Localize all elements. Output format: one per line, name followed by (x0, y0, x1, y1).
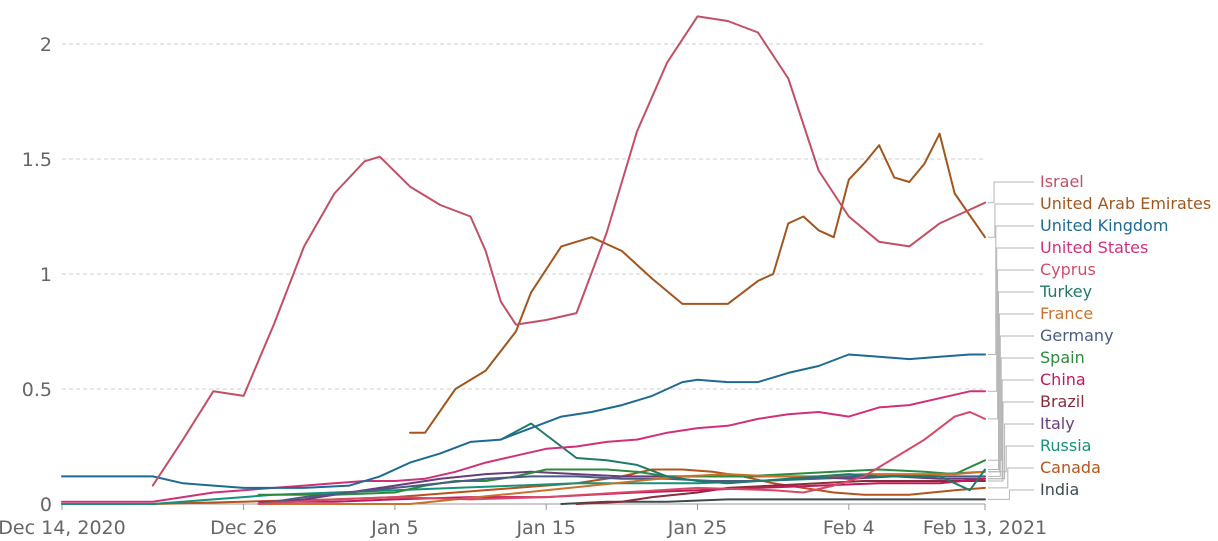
series-line-italy (257, 470, 986, 505)
legend-connector (988, 357, 1034, 461)
series-line-cyprus (257, 411, 986, 505)
legend-label-israel: Israel (1040, 172, 1084, 191)
y-tick-label: 0.5 (22, 379, 52, 401)
y-tick-label: 1.5 (22, 149, 52, 171)
legend-connector (988, 181, 1034, 204)
x-axis: Dec 14, 2020 Dec 26 Jan 5 Jan 15 Jan 25 Feb 4… (0, 503, 1047, 539)
legend-connector (988, 335, 1034, 477)
legend: Israel United Arab Emirates United Kingdom… (988, 172, 1211, 500)
legend-connector (988, 203, 1034, 238)
legend-connector (988, 401, 1034, 482)
series-lines (61, 15, 986, 505)
legend-connector (988, 291, 1034, 470)
legend-label-turkey: Turkey (1039, 282, 1092, 301)
legend-label-germany: Germany (1040, 326, 1114, 345)
legend-label-united-kingdom: United Kingdom (1040, 216, 1168, 235)
legend-connector (988, 225, 1034, 355)
legend-label-china: China (1040, 370, 1086, 389)
y-tick-label: 0 (40, 494, 52, 516)
legend-label-spain: Spain (1040, 348, 1085, 367)
legend-label-brazil: Brazil (1040, 392, 1085, 411)
series-line-turkey (499, 422, 986, 492)
y-tick-label: 2 (40, 34, 52, 56)
legend-label-india: India (1040, 480, 1079, 499)
legend-label-france: France (1040, 304, 1093, 323)
legend-label-united-arab-emirates: United Arab Emirates (1040, 194, 1211, 213)
legend-connector (988, 313, 1034, 473)
legend-connector (988, 247, 1034, 392)
series-line-russia (61, 470, 986, 505)
legend-connector (988, 379, 1034, 480)
legend-label-canada: Canada (1040, 458, 1101, 477)
x-tick-label: Dec 26 (210, 517, 277, 539)
series-line-brazil (575, 480, 986, 505)
x-tick-label: Feb 4 (823, 517, 875, 539)
x-tick-label: Dec 14, 2020 (0, 517, 126, 539)
y-tick-label: 1 (40, 264, 52, 286)
legend-label-italy: Italy (1040, 414, 1075, 433)
legend-label-united-states: United States (1040, 238, 1148, 257)
x-tick-label: Jan 15 (515, 517, 576, 539)
legend-label-cyprus: Cyprus (1040, 260, 1096, 279)
series-line-israel (151, 15, 986, 487)
legend-connector (988, 445, 1034, 473)
series-line-united-arab-emirates (409, 132, 986, 434)
legend-connector (988, 269, 1034, 420)
y-axis-labels: 0 0.5 1 1.5 2 (22, 34, 52, 516)
x-tick-label: Jan 25 (667, 517, 728, 539)
legend-label-russia: Russia (1040, 436, 1091, 455)
gridlines (62, 43, 985, 390)
legend-connector (988, 423, 1034, 480)
series-line-france (257, 470, 986, 505)
x-tick-label: Jan 5 (370, 517, 418, 539)
legend-connector (988, 489, 1034, 500)
legend-connector (988, 467, 1034, 489)
x-tick-label: Feb 13, 2021 (923, 517, 1047, 539)
series-line-united-kingdom (61, 353, 986, 489)
